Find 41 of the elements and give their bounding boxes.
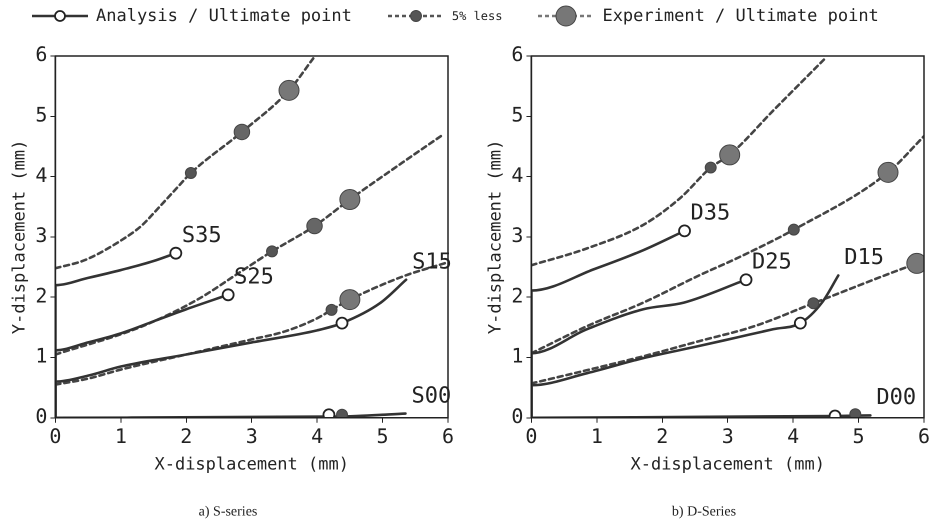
series-label: D25 — [752, 249, 792, 274]
legend-label: Experiment / Ultimate point — [602, 6, 879, 26]
y-axis-title: Y-displacement (mm) — [486, 140, 506, 334]
y-tick-label: 4 — [35, 162, 48, 187]
x-tick-label: 2 — [656, 424, 668, 448]
x-tick-label: 5 — [376, 424, 389, 448]
x-tick-label: 6 — [918, 424, 930, 448]
x-tick-label: 4 — [311, 424, 324, 448]
series-label: S35 — [182, 222, 222, 248]
x-tick-label: 3 — [722, 424, 734, 448]
x-tick-label: 2 — [180, 424, 192, 448]
x-tick-label: 1 — [590, 424, 603, 448]
x-axis-title: X-displacement (mm) — [630, 454, 825, 474]
series-label: D00 — [876, 385, 916, 410]
x-tick-label: 4 — [787, 424, 800, 448]
y-tick-label: 6 — [35, 42, 48, 66]
y-tick-label: 5 — [35, 102, 48, 127]
series-label: S25 — [234, 264, 274, 290]
series-label: D15 — [844, 245, 884, 270]
series-label: D35 — [690, 200, 730, 226]
x-tick-label: 3 — [246, 424, 258, 448]
y-tick-label: 3 — [35, 223, 48, 248]
x-tick-label: 6 — [442, 424, 454, 448]
y-tick-label: 4 — [511, 162, 524, 187]
x-axis-title: X-displacement (mm) — [154, 454, 349, 474]
y-tick-label: 2 — [35, 283, 48, 308]
text: b) D-Series — [672, 504, 736, 520]
legend-label: Analysis / Ultimate point — [96, 6, 352, 26]
x-tick-label: 5 — [852, 424, 865, 448]
y-tick-label: 1 — [35, 344, 48, 368]
y-tick-label: 0 — [35, 404, 48, 428]
x-tick-label: 1 — [114, 424, 127, 448]
y-tick-label: 2 — [511, 283, 524, 308]
y-tick-label: 5 — [511, 102, 524, 127]
y-tick-label: 6 — [511, 42, 524, 66]
y-tick-label: 1 — [511, 344, 524, 368]
legend-label: 5% less — [452, 9, 502, 23]
y-tick-label: 0 — [511, 404, 524, 428]
y-axis-title: Y-displacement (mm) — [10, 140, 30, 334]
text: a) S-series — [198, 504, 258, 520]
y-tick-label: 3 — [511, 223, 524, 248]
